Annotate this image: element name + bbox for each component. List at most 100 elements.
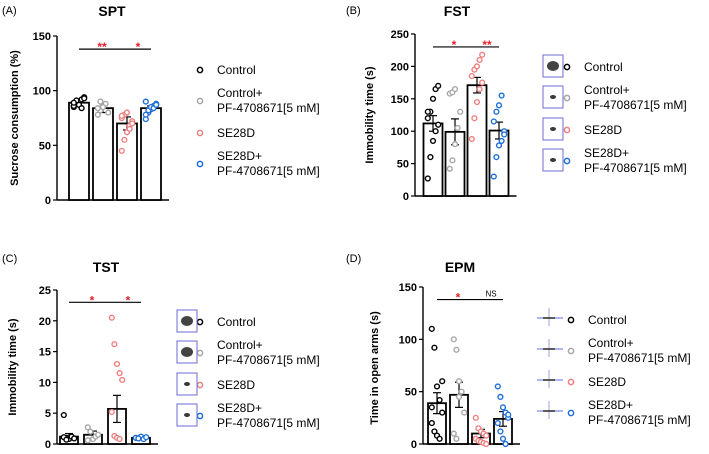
bar: [92, 107, 114, 201]
legend-marker: [567, 316, 575, 324]
data-point: [446, 165, 453, 172]
data-point: [87, 428, 94, 435]
panel-epm: (D) EPM Time in open arms (s) 0 50 100 150 *…: [346, 253, 691, 451]
y-tick-label: 50: [39, 140, 51, 152]
significance-label: **: [97, 40, 107, 54]
data-point: [457, 108, 464, 115]
data-point: [129, 120, 136, 127]
legend-label: SE28D: [584, 123, 622, 137]
chart-title-fst: FST: [444, 3, 471, 19]
data-point: [424, 175, 431, 182]
data-point: [454, 124, 461, 132]
y-tick-label: 0: [45, 195, 51, 207]
data-point: [472, 414, 479, 421]
data-point: [455, 393, 463, 401]
data-point: [498, 137, 505, 145]
data-point: [502, 440, 509, 448]
data-point: [142, 111, 149, 118]
data-point: [433, 383, 441, 390]
data-point: [497, 393, 504, 401]
legend-label: Control+: [588, 336, 634, 350]
legend-label: Control+: [217, 338, 263, 352]
data-point: [453, 435, 460, 442]
data-point: [424, 115, 431, 122]
data-point: [451, 141, 459, 148]
data-point: [490, 173, 497, 180]
data-point: [476, 56, 483, 64]
data-point: [436, 396, 443, 404]
significance-label: *: [90, 293, 95, 307]
track-trace: [181, 347, 193, 357]
data-point: [431, 428, 438, 435]
data-point: [431, 344, 438, 351]
data-point: [450, 336, 457, 343]
data-point: [479, 79, 486, 86]
legend-marker: [196, 97, 204, 105]
legend-label: Control+: [584, 83, 630, 97]
legend-marker: [196, 318, 204, 326]
data-point: [483, 432, 490, 439]
y-tick-label: 0: [403, 191, 409, 203]
legend-marker: [567, 409, 575, 417]
y-axis-label: Immobility time (s): [364, 66, 376, 164]
data-point: [449, 157, 456, 164]
data-point: [143, 434, 150, 441]
data-point: [471, 115, 478, 122]
y-tick-label: 0: [45, 439, 51, 451]
data-point: [476, 85, 483, 93]
data-point: [427, 154, 434, 161]
legend-label: PF-4708671[5 mM]: [588, 351, 691, 365]
data-point: [63, 436, 70, 443]
y-tick-label: 250: [391, 29, 409, 41]
panel-spt: (A) SPT Sucrose consumption (%) 0 50 100 15…: [2, 3, 320, 207]
data-point: [135, 435, 142, 442]
y-tick-label: 25: [39, 285, 51, 297]
significance-label: *: [136, 40, 141, 54]
legend-marker: [567, 347, 575, 355]
legend-label: PF-4708671[5 mM]: [217, 101, 320, 115]
legend-label: PF-4708671[5 mM]: [217, 416, 320, 430]
data-point: [468, 73, 475, 80]
data-point: [116, 435, 123, 443]
legend-label: Control: [217, 315, 256, 329]
data-point: [105, 109, 112, 116]
y-tick-label: 0: [411, 439, 417, 451]
legend-label: SE28D: [588, 375, 626, 389]
y-tick-label: 10: [39, 377, 51, 389]
data-point: [505, 411, 512, 418]
data-point: [113, 360, 121, 368]
data-point: [118, 112, 125, 119]
data-point: [95, 431, 102, 438]
bar: [68, 101, 90, 201]
y-axis-label: Time in open arms (s): [369, 311, 381, 425]
data-point: [60, 411, 67, 419]
data-point: [429, 137, 437, 145]
data-point: [94, 105, 101, 112]
data-point: [121, 136, 128, 143]
data-point: [455, 378, 463, 385]
data-point: [126, 125, 133, 133]
y-tick-label: 50: [397, 159, 409, 171]
panel-tst: (C) TST Immobility time (s) 0 5 10 15 20 25 * *…: [2, 253, 320, 451]
chart-title-tst: TST: [93, 259, 120, 275]
legend-marker: [563, 126, 571, 134]
track-trace: [184, 382, 190, 386]
panel-fst: (B) FST Immobility time (s) 0 50 100 150 200…: [346, 3, 687, 203]
data-point: [479, 51, 486, 58]
data-point: [495, 102, 503, 109]
data-point: [494, 419, 501, 427]
data-point: [439, 378, 446, 385]
legend-label: SE28D: [217, 378, 255, 392]
legend-label: SE28D+: [584, 146, 629, 160]
legend-marker: [196, 160, 204, 168]
legend-label: Control+: [217, 86, 263, 100]
y-tick-label: 100: [391, 126, 409, 138]
data-point: [439, 409, 446, 416]
y-tick-label: 15: [39, 347, 51, 359]
data-point: [499, 404, 507, 411]
legend-label: PF-4708671[5 mM]: [584, 161, 687, 175]
data-point: [78, 105, 85, 112]
bar: [422, 122, 444, 197]
legend-label: Control: [584, 60, 623, 74]
data-point: [108, 314, 115, 321]
